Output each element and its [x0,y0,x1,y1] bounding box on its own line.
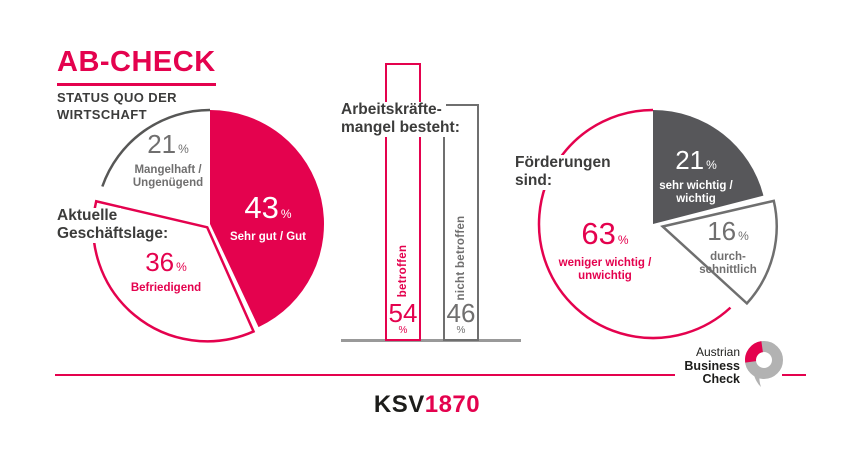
percent-sign: % [398,325,408,336]
chart-title-line: mangel besteht: [341,119,464,137]
logo-text-line: Austrian [695,345,740,359]
segment-label: sehr wichtig / [659,180,733,192]
percent-sign: % [178,142,189,156]
footer-divider-line-short [782,374,806,376]
segment-label: wichtig [676,192,716,205]
ksv1870-logo: KSV1870 [374,391,480,419]
pie-slice-sehr-wichtig [653,110,764,224]
chart-title-line: Aktuelle [57,207,122,226]
logo-text-line: Business [684,358,740,373]
ksv-logo-black-part: KSV [373,391,425,418]
percent-sign: % [617,233,629,247]
bar-value-betroffen: 54 % [388,298,418,336]
segment-label: unwichtig [578,269,632,282]
ksv-logo-pink-part: 1870 [424,391,481,418]
bar-label-betroffen: betroffen [397,244,409,298]
percent-sign: % [176,260,187,274]
chart-title-subsidies: Förderungen sind: [515,154,615,190]
pie-arc-weniger-wichtig [537,108,732,340]
pie-chart-subsidies [537,108,778,340]
pie-slice-durchschnittlich [660,199,778,306]
chart-title-business-situation: Aktuelle Geschäftslage: [57,207,173,243]
pie-segment-label-mangelhaft: 21% Mangelhaft / Ungenügend [133,131,203,189]
pie-segment-label-durchschnittlich: 16% durch- schnittlich [699,218,757,276]
segment-value: 21 [675,145,705,175]
chart-title-line: sind: [515,172,557,190]
segment-value: 16 [707,216,737,246]
pie-arc-mangelhaft [101,108,211,187]
page-subtitle: STATUS QUO DER WIRTSCHAFT [57,89,177,123]
bar-value: 54 [388,298,418,328]
segment-label: Sehr gut / Gut [229,231,307,243]
bar-value: 46 [446,298,476,328]
percent-sign: % [738,229,749,243]
chart-title-labour-shortage: Arbeitskräfte- mangel besteht: [341,101,464,137]
bar-label-nicht-betroffen: nicht betroffen [455,215,467,301]
bar-chart-baseline [341,339,521,342]
segment-label: durch- [710,251,746,263]
chart-title-line: Geschäftslage: [57,225,173,243]
chart-title-line: Arbeitskräfte- [341,101,446,120]
percent-sign: % [456,325,466,336]
segment-value: 43 [244,190,279,225]
pie-segment-label-sehr-wichtig: 21% sehr wichtig / wichtig [659,147,733,205]
chart-title-line: Förderungen [515,154,615,173]
segment-label: schnittlich [699,263,757,276]
segment-label: Befriedigend [130,282,202,294]
austrian-business-check-logo-icon [745,341,783,387]
segment-value: 21 [147,129,177,159]
subtitle-line-1: STATUS QUO DER [57,90,177,105]
segment-label: Ungenügend [132,176,204,189]
pie-slice-sehr-gut [210,110,324,328]
percent-sign: % [280,207,292,221]
subtitle-line-2: WIRTSCHAFT [57,107,147,122]
segment-value: 63 [581,216,616,251]
austrian-business-check-logo-text: Austrian Business Check [640,345,740,387]
page-title: AB-CHECK [57,46,216,86]
logo-text-line: Check [702,372,740,386]
pie-segment-label-weniger-wichtig: 63% weniger wichtig / unwichtig [558,216,652,282]
segment-label: weniger wichtig / [558,257,652,269]
pie-segment-label-sehr-gut: 43% Sehr gut / Gut [229,190,307,244]
segment-label: Mangelhaft / [134,164,202,176]
bar-value-nicht-betroffen: 46 % [446,298,476,336]
footer-divider-line [55,374,675,376]
segment-value: 36 [145,247,175,277]
bar-nicht-betroffen [443,104,479,341]
pie-segment-label-befriedigend: 36% Befriedigend [131,249,201,295]
percent-sign: % [706,158,717,172]
